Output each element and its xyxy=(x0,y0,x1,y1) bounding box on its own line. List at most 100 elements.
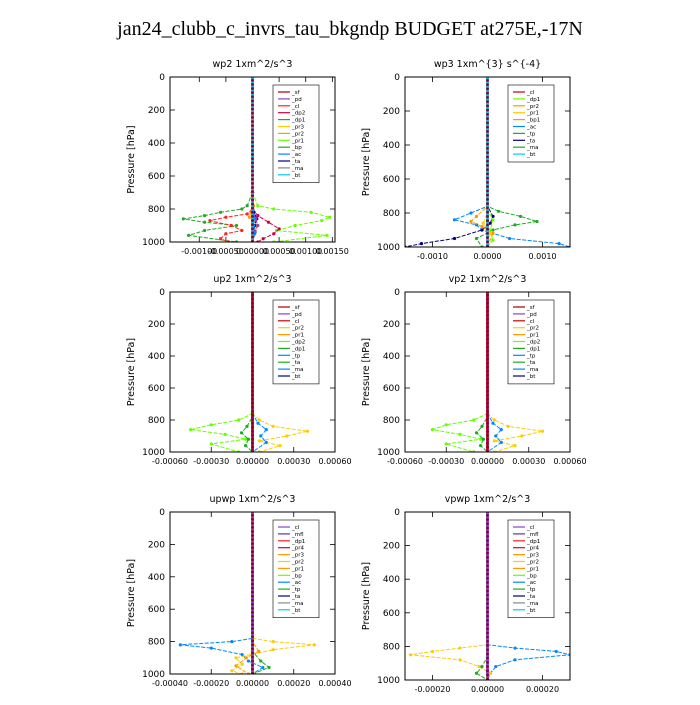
y-tick-label: 200 xyxy=(148,320,165,330)
legend-entry: _dp1 xyxy=(291,539,305,545)
data-point xyxy=(419,242,424,246)
data-point xyxy=(492,418,496,422)
zero-line-marker xyxy=(251,606,254,610)
data-point xyxy=(244,437,248,441)
data-point xyxy=(293,223,297,228)
chart-title: vp2 1xm^2/s^3 xyxy=(449,274,527,285)
zero-line-marker xyxy=(251,417,254,421)
zero-line-marker xyxy=(251,99,254,103)
legend-entry: _ma xyxy=(291,166,303,172)
zero-line-marker xyxy=(251,140,254,144)
zero-line-marker xyxy=(251,594,254,598)
zero-line-marker xyxy=(486,189,489,193)
legend-entry: _ta xyxy=(291,360,300,366)
legend-entry: _pr4 xyxy=(526,546,540,552)
y-axis-label: Pressure [hPa] xyxy=(126,125,137,193)
y-tick-label: 600 xyxy=(148,172,165,182)
data-point xyxy=(491,238,495,242)
y-tick-label: 400 xyxy=(148,352,165,362)
chart-panel-4: vp2 1xm^2/s^3 Pressure [hPa] 0 200 400 600 800… xyxy=(361,274,587,466)
legend-entry: _tp xyxy=(291,353,301,359)
data-point xyxy=(513,646,517,650)
x-tick-label: 0.00000 xyxy=(236,457,269,466)
zero-line-marker xyxy=(486,353,489,357)
x-tick-label: -0.00030 xyxy=(193,457,229,466)
data-point xyxy=(480,228,484,232)
zero-line-marker xyxy=(251,144,254,148)
zero-line-marker xyxy=(486,151,489,155)
zero-line-marker xyxy=(251,445,254,449)
zero-line-marker xyxy=(251,627,254,631)
data-point xyxy=(274,228,279,233)
zero-line-marker xyxy=(486,381,489,385)
data-point xyxy=(209,442,213,446)
data-point xyxy=(245,424,249,428)
data-point xyxy=(312,643,316,647)
zero-line-marker xyxy=(251,136,254,140)
zero-line-marker xyxy=(251,586,254,590)
zero-line-marker xyxy=(251,437,254,441)
zero-line-marker xyxy=(486,397,489,401)
legend-entry: _bp xyxy=(291,573,302,579)
data-point xyxy=(218,210,223,214)
zero-line-marker xyxy=(486,522,489,526)
y-axis-label: Pressure [hPa] xyxy=(126,559,137,627)
y-axis-label: Pressure [hPa] xyxy=(361,338,372,406)
legend-entry: _cl xyxy=(526,319,535,325)
zero-line-marker xyxy=(486,677,489,680)
zero-line-marker xyxy=(486,581,489,584)
zero-line-marker xyxy=(251,546,254,550)
plot-frame xyxy=(169,511,336,675)
x-tick-label: 0.00150 xyxy=(316,247,349,256)
data-point xyxy=(557,242,561,246)
zero-line-marker xyxy=(251,357,254,361)
legend-entry: _ta xyxy=(526,360,535,366)
legend-entry: _pd xyxy=(526,312,537,318)
zero-line-marker xyxy=(251,639,254,643)
zero-line-marker xyxy=(251,215,254,218)
data-point xyxy=(520,434,524,438)
data-point xyxy=(230,669,234,673)
data-point xyxy=(305,429,310,433)
zero-line-marker xyxy=(251,647,254,651)
zero-line-marker xyxy=(251,169,254,173)
zero-line-marker xyxy=(486,130,489,133)
legend-entry: _ma xyxy=(291,367,303,373)
zero-line-marker xyxy=(486,564,489,568)
legend-entry: _dp1 xyxy=(291,118,305,124)
plot-frame xyxy=(404,76,571,248)
data-point xyxy=(264,440,268,444)
plot-frame xyxy=(404,291,571,453)
legend-entry: _dp2 xyxy=(526,340,540,346)
legend-entry: _ma xyxy=(526,145,538,151)
y-tick-label: 800 xyxy=(148,205,165,215)
zero-line-marker xyxy=(486,389,489,393)
zero-line-marker xyxy=(251,590,254,594)
zero-line-marker xyxy=(486,543,489,547)
data-point xyxy=(491,218,495,222)
legend-entry: _ac xyxy=(526,125,536,131)
zero-line-marker xyxy=(251,293,254,297)
data-point xyxy=(257,439,261,443)
zero-line-marker xyxy=(486,138,489,142)
x-tick-label: 0.00050 xyxy=(263,247,296,256)
y-tick-label: 1000 xyxy=(142,670,165,680)
zero-line-marker xyxy=(486,100,489,104)
y-tick-label: 0 xyxy=(394,288,400,298)
zero-line-marker xyxy=(486,113,489,116)
plot-frame xyxy=(404,511,571,681)
series-line-tp xyxy=(252,512,270,674)
data-point xyxy=(230,640,234,644)
legend-entry: _ma xyxy=(291,601,303,607)
legend-entry: _dp2 xyxy=(291,340,305,346)
data-point xyxy=(499,428,503,432)
legend-entry: _ta xyxy=(291,594,300,600)
zero-line-marker xyxy=(486,202,489,206)
zero-line-marker xyxy=(251,671,254,674)
zero-line-marker xyxy=(486,125,489,129)
y-tick-label: 200 xyxy=(383,320,400,330)
zero-line-marker xyxy=(486,429,489,433)
zero-line-marker xyxy=(251,429,254,433)
zero-line-marker xyxy=(486,232,489,235)
zero-line-marker xyxy=(251,297,254,301)
